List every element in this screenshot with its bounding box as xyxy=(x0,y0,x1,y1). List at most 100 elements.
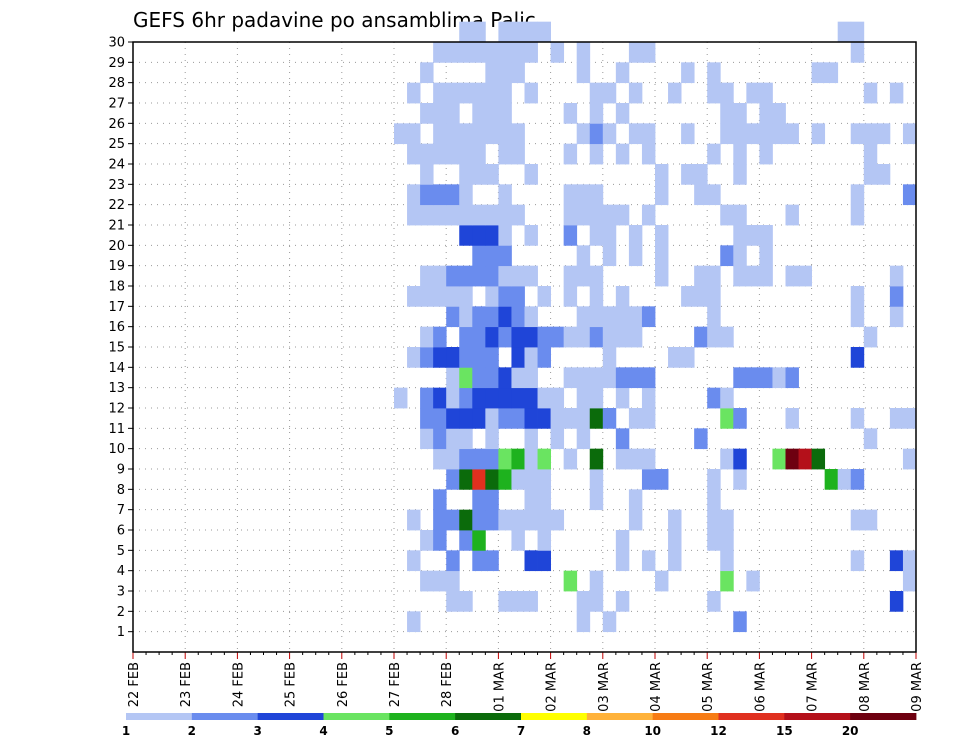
heatmap-cell xyxy=(733,469,747,490)
heatmap-cell xyxy=(785,265,799,287)
heatmap-cell xyxy=(459,326,473,348)
heatmap-cell xyxy=(772,367,786,389)
heatmap-cell xyxy=(655,570,669,592)
heatmap-cell xyxy=(641,469,656,490)
colorbar-swatch xyxy=(521,713,588,720)
y-tick-label: 16 xyxy=(108,320,125,335)
heatmap-cell xyxy=(524,326,538,348)
heatmap-cell xyxy=(498,184,512,206)
heatmap-cell xyxy=(459,123,473,145)
heatmap-cell xyxy=(563,204,578,226)
heatmap-cell xyxy=(459,448,473,470)
heatmap-cell xyxy=(446,408,460,429)
heatmap-cell xyxy=(589,448,604,470)
heatmap-cell xyxy=(837,21,852,43)
heatmap-cell xyxy=(863,123,878,145)
heatmap-cell xyxy=(485,245,499,267)
heatmap-cell xyxy=(589,286,604,307)
heatmap-cell xyxy=(707,387,721,409)
heatmap-cell xyxy=(524,387,538,409)
colorbar-label: 1 xyxy=(122,724,130,738)
heatmap-cell xyxy=(602,306,617,328)
heatmap-cell xyxy=(889,265,904,287)
heatmap-cell xyxy=(746,225,760,246)
heatmap-cell xyxy=(446,143,460,165)
heatmap-cell xyxy=(472,408,486,429)
heatmap-cell xyxy=(811,62,826,84)
heatmap-cell xyxy=(472,489,486,511)
heatmap-cell xyxy=(772,123,786,145)
heatmap-cell xyxy=(733,225,747,246)
heatmap-cell xyxy=(498,367,512,389)
heatmap-cell xyxy=(850,550,865,572)
x-tick-label: 09 MAR xyxy=(910,662,925,712)
heatmap-cell xyxy=(446,448,460,470)
heatmap-cell xyxy=(524,21,538,43)
y-tick-label: 8 xyxy=(117,483,125,498)
heatmap-cell xyxy=(446,469,460,490)
heatmap-cell xyxy=(446,103,460,124)
heatmap-cell xyxy=(472,265,486,287)
heatmap-cell xyxy=(902,408,917,429)
heatmap-cell xyxy=(498,82,512,104)
heatmap-cell xyxy=(511,62,525,84)
heatmap-cell xyxy=(668,509,682,531)
heatmap-cell xyxy=(850,21,865,43)
heatmap-cell xyxy=(459,367,473,389)
heatmap-cell xyxy=(641,387,656,409)
heatmap-cell xyxy=(459,21,473,43)
heatmap-cell xyxy=(485,164,499,185)
heatmap-cell xyxy=(511,123,525,145)
heatmap-cell xyxy=(524,225,538,246)
heatmap-cell xyxy=(433,428,447,450)
heatmap-cell xyxy=(707,143,721,165)
heatmap-cell xyxy=(485,408,499,429)
heatmap-cell xyxy=(863,164,878,185)
heatmap-cell xyxy=(459,530,473,551)
heatmap-cell xyxy=(798,265,812,287)
heatmap-cell xyxy=(446,550,460,572)
heatmap-cell xyxy=(589,306,604,328)
heatmap-cell xyxy=(511,591,525,612)
heatmap-cell xyxy=(863,143,878,165)
heatmap-cell xyxy=(511,326,525,348)
heatmap-cell xyxy=(407,611,421,633)
y-tick-label: 4 xyxy=(117,564,125,579)
heatmap-cell xyxy=(524,489,538,511)
colorbar-legend: 1 2 3 4 5 6 7 8 10 12 15 20 xyxy=(122,713,917,738)
heatmap-cell xyxy=(720,387,734,409)
colorbar-label: 5 xyxy=(385,724,393,738)
heatmap-cell xyxy=(733,265,747,287)
colorbar-label: 12 xyxy=(710,724,727,738)
heatmap-cell xyxy=(524,448,538,470)
heatmap-cell xyxy=(498,448,512,470)
heatmap-cell xyxy=(785,448,799,470)
heatmap-cell xyxy=(615,387,630,409)
heatmap-cell xyxy=(563,265,578,287)
heatmap-cell xyxy=(459,591,473,612)
heatmap-cell xyxy=(459,286,473,307)
heatmap-cell xyxy=(746,265,760,287)
heatmap-cell xyxy=(472,347,486,368)
heatmap-cell xyxy=(589,103,604,124)
heatmap-cell xyxy=(459,225,473,246)
heatmap-cell xyxy=(407,143,421,165)
heatmap-cell xyxy=(824,469,839,490)
heatmap-cell xyxy=(720,123,734,145)
heatmap-cell xyxy=(472,448,486,470)
heatmap-cell xyxy=(446,42,460,63)
heatmap-cell xyxy=(628,82,643,104)
heatmap-cell xyxy=(433,82,447,104)
heatmap-cell xyxy=(615,367,630,389)
heatmap-cell xyxy=(707,286,721,307)
heatmap-cell xyxy=(446,184,460,206)
heatmap-cell xyxy=(628,326,643,348)
heatmap-cell xyxy=(681,164,695,185)
heatmap-cell xyxy=(472,123,486,145)
heatmap-cell xyxy=(759,367,773,389)
x-tick-label: 24 FEB xyxy=(231,662,246,707)
heatmap-cell xyxy=(498,103,512,124)
heatmap-cell xyxy=(733,164,747,185)
heatmap-cell xyxy=(433,570,447,592)
heatmap-cell xyxy=(707,184,721,206)
